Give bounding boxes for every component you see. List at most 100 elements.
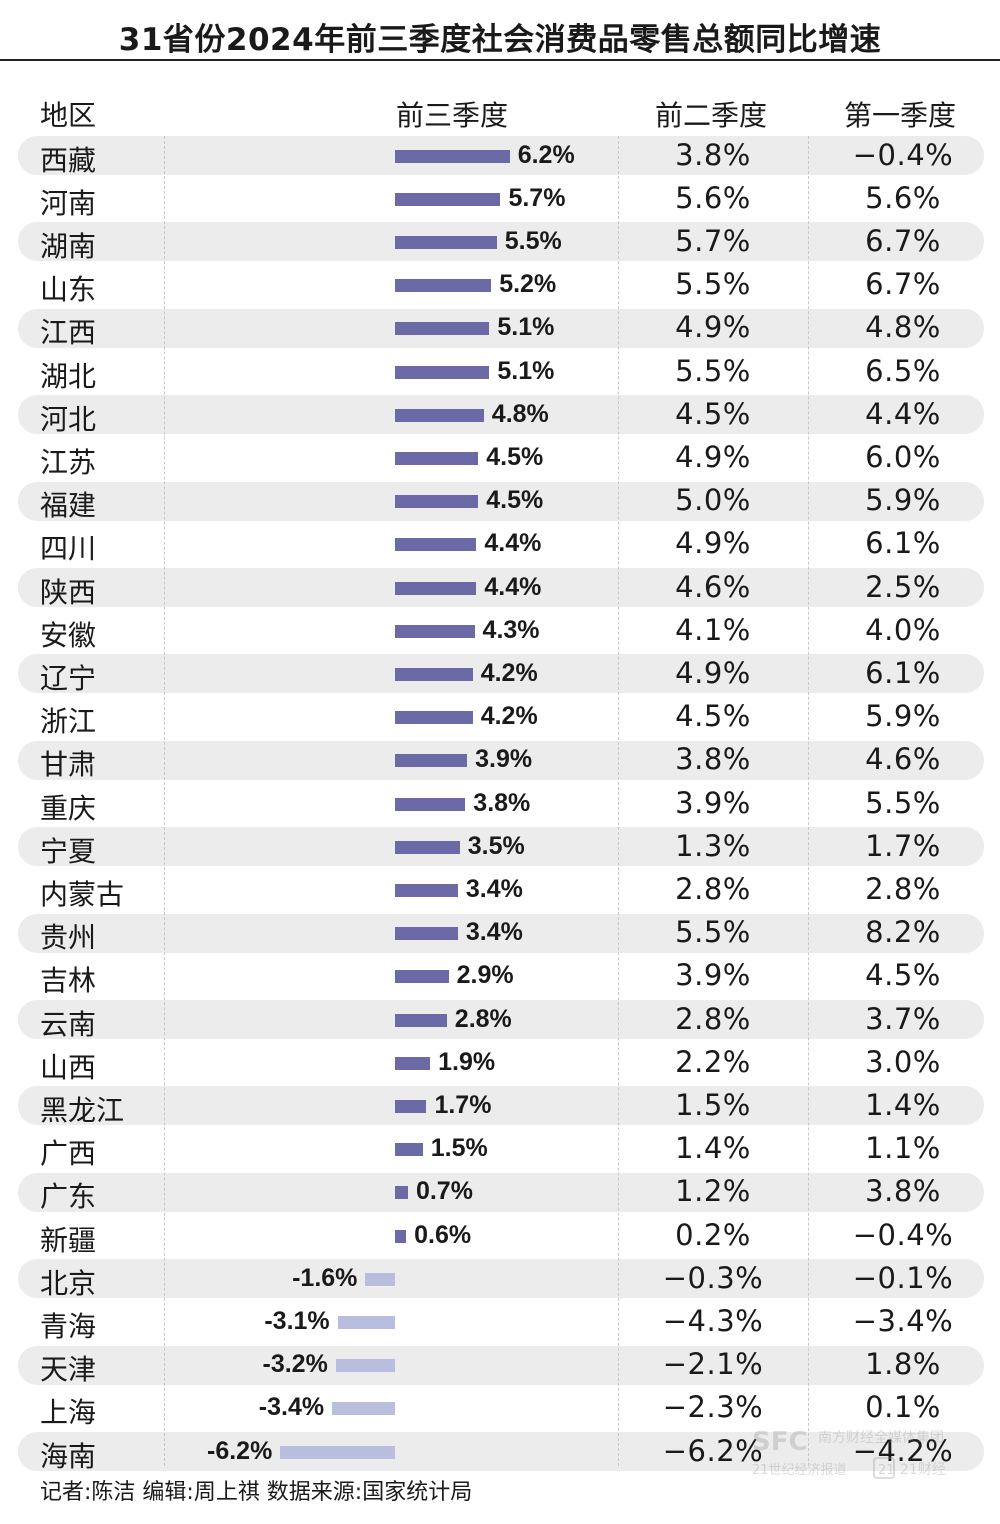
q1-value: 0.1% [865,1390,941,1425]
h1-value: 3.9% [675,958,751,993]
q3-value-label: -3.4% [258,1393,325,1422]
q3-value-label: -3.2% [262,1350,328,1379]
h1-value: 2.8% [675,1001,751,1036]
row-background [18,395,984,435]
q3-value-label: -6.2% [207,1436,273,1465]
region-label: 天津 [40,1353,97,1387]
q1-value: 2.8% [865,871,941,906]
q3-value-label: 5.2% [499,270,557,299]
region-label: 云南 [40,1007,97,1041]
h1-value: −6.2% [662,1433,764,1468]
region-label: 山西 [40,1050,97,1084]
q3-bar [395,624,475,638]
q1-value: 4.6% [865,742,941,777]
h1-value: 4.9% [675,439,751,474]
header-h1: 前二季度 [655,99,768,132]
region-label: 福建 [40,489,97,523]
q3-bar [395,1056,431,1070]
q1-value: 1.4% [865,1087,941,1122]
q3-bar [365,1272,395,1286]
q3-bar [395,840,460,854]
q3-bar [395,667,473,681]
q3-bar [395,1143,423,1157]
q1-value: −0.4% [852,1217,954,1252]
row-background [18,222,984,262]
q3-value-label: 4.2% [480,702,538,731]
h1-value: 1.5% [675,1087,751,1122]
q3-value-label: 3.4% [465,874,523,903]
header-q1: 第一季度 [844,99,957,132]
region-label: 内蒙古 [40,877,125,911]
h1-value: 4.5% [675,396,751,431]
h1-value: 2.2% [675,1044,751,1079]
q3-value-label: 1.5% [430,1134,488,1163]
row-background [18,654,984,694]
q3-value-label: 3.9% [475,745,533,774]
row-background [18,481,984,521]
h1-value: −2.3% [662,1390,764,1425]
h1-value: 1.2% [675,1174,751,1209]
q1-value: 3.0% [865,1044,941,1079]
row-background [18,568,984,607]
h1-value: 4.9% [675,310,751,345]
region-label: 新疆 [40,1223,97,1257]
q1-value: 5.9% [865,483,941,518]
q3-bar [395,754,468,768]
q3-value-label: 5.1% [497,313,555,342]
chart-title: 31省份2024年前三季度社会消费品零售总额同比增速 [118,22,882,58]
h1-value: −2.1% [662,1347,764,1382]
q1-value: 3.8% [865,1174,941,1209]
q3-bar [335,1359,395,1373]
q1-value: 4.8% [865,310,941,345]
h1-value: 5.6% [675,180,751,215]
q3-bar [395,970,449,984]
q3-value-label: 4.4% [484,529,542,558]
h1-value: 4.5% [675,699,751,734]
q3-bar [395,235,497,249]
q1-value: −4.2% [852,1433,954,1468]
region-label: 海南 [40,1439,97,1473]
h1-value: 3.8% [675,137,751,172]
header-q3: 前三季度 [396,99,509,132]
q3-value-label: 6.2% [517,140,575,169]
region-label: 湖南 [40,229,97,263]
column-divider [808,136,809,1466]
q1-value: −0.1% [852,1260,954,1295]
q3-bar [332,1402,395,1416]
h1-value: 5.0% [675,483,751,518]
q3-value-label: 3.5% [467,831,525,860]
footer-credits: 记者:陈洁 编辑:周上祺 数据来源:国家统计局 [40,1480,473,1505]
q3-value-label: -3.1% [264,1306,330,1335]
q3-value-label: 2.8% [454,1004,512,1033]
q3-value-label: 3.8% [473,788,531,817]
region-label: 北京 [40,1266,97,1300]
region-label: 辽宁 [40,661,97,695]
row-background [18,1172,984,1212]
q3-bar [395,581,477,595]
q3-bar [395,408,484,422]
row-background [18,740,984,780]
q3-value-label: 4.5% [486,442,544,471]
q1-value: 1.8% [865,1347,941,1382]
h1-value: 3.8% [675,742,751,777]
q1-value: 1.1% [865,1131,941,1166]
h1-value: 4.1% [675,612,751,647]
q1-value: 6.0% [865,439,941,474]
q1-value: 5.9% [865,699,941,734]
region-label: 吉林 [40,964,97,998]
region-label: 宁夏 [40,834,97,868]
q3-bar [395,149,510,163]
h1-value: 1.4% [675,1131,751,1166]
q3-bar [395,1099,427,1113]
q1-value: 8.2% [865,915,941,950]
q3-bar [395,495,479,509]
q3-bar [395,192,501,206]
h1-value: 4.6% [675,569,751,604]
q1-value: 4.5% [865,958,941,993]
q1-value: 5.5% [865,785,941,820]
h1-value: 5.5% [675,353,751,388]
q3-bar [395,538,477,552]
region-label: 河南 [40,186,97,220]
q1-value: 2.5% [865,569,941,604]
